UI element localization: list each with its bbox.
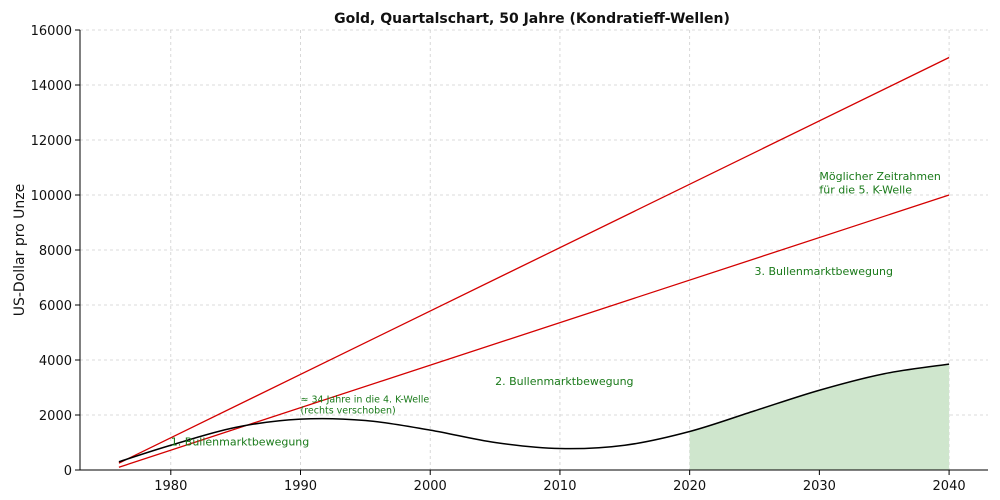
x-tick-label: 2030 [803, 479, 836, 494]
annotation-label: 1. Bullenmarktbewegung [171, 435, 309, 448]
tick-labels: 1980 1990 2000 2010 2020 2030 2040 0 2000 4000 600… [31, 24, 966, 494]
shaded-forecast-region [689, 364, 950, 470]
y-tick-label: 12000 [31, 134, 72, 149]
x-tick-label: 2000 [414, 479, 447, 494]
annotation-label: Möglicher Zeitrahmen [819, 170, 941, 183]
x-tick-label: 2040 [933, 479, 966, 494]
x-tick-label: 1980 [154, 479, 187, 494]
shaded-region-layer [689, 364, 950, 470]
y-tick-label: 2000 [39, 409, 72, 424]
annotation-label: 3. Bullenmarktbewegung [755, 265, 893, 278]
price-curve [118, 363, 950, 463]
y-tick-label: 8000 [39, 244, 72, 259]
annotation-label: (rechts verschoben) [301, 406, 396, 417]
series-layer [118, 56, 950, 468]
annotations: 1. Bullenmarktbewegung ≈ 34 Jahre in die … [171, 170, 941, 448]
y-tick-label: 10000 [31, 189, 72, 204]
x-tick-label: 1990 [284, 479, 317, 494]
y-tick-label: 0 [64, 464, 72, 479]
annotation-label: 2. Bullenmarktbewegung [495, 375, 633, 388]
trendline-0 [118, 56, 950, 464]
y-tick-label: 14000 [31, 79, 72, 94]
y-axis-label: US-Dollar pro Unze [12, 184, 28, 317]
annotation-label: ≈ 34 Jahre in die 4. K-Welle [301, 395, 430, 406]
axes [75, 29, 988, 475]
y-tick-label: 16000 [31, 24, 72, 39]
chart-title: Gold, Quartalschart, 50 Jahre (Kondratie… [334, 11, 730, 27]
x-tick-label: 2010 [543, 479, 576, 494]
x-tick-label: 2020 [673, 479, 706, 494]
y-tick-label: 4000 [39, 354, 72, 369]
y-tick-label: 6000 [39, 299, 72, 314]
annotation-label: für die 5. K-Welle [819, 184, 912, 197]
trendline-1 [118, 194, 950, 468]
